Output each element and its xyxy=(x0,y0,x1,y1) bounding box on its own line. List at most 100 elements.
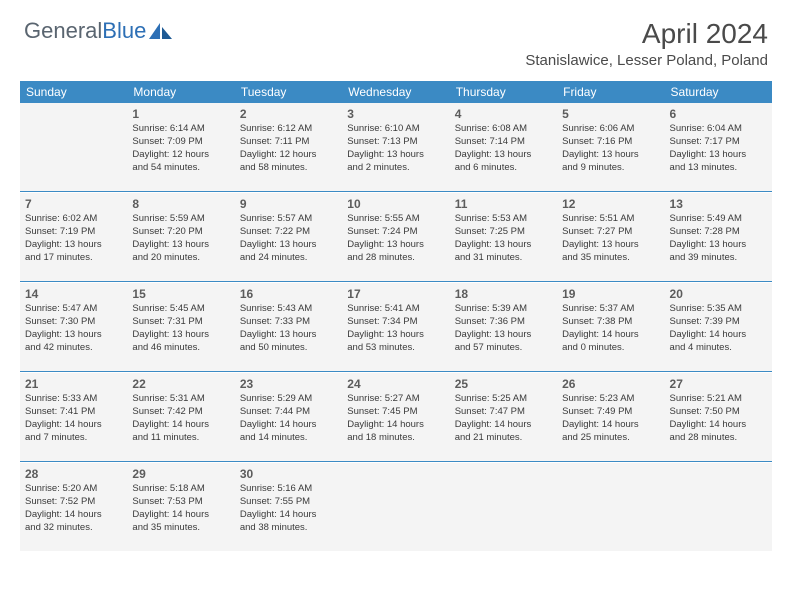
sunset-text: Sunset: 7:33 PM xyxy=(240,316,337,329)
day-cell: 5Sunrise: 6:06 AMSunset: 7:16 PMDaylight… xyxy=(557,103,664,191)
sunrise-text: Sunrise: 5:51 AM xyxy=(562,213,659,226)
sunrise-text: Sunrise: 5:49 AM xyxy=(670,213,767,226)
daylight-text: Daylight: 14 hours xyxy=(670,419,767,432)
daylight-text: Daylight: 14 hours xyxy=(670,329,767,342)
day-cell: 12Sunrise: 5:51 AMSunset: 7:27 PMDayligh… xyxy=(557,193,664,281)
week-row: 7Sunrise: 6:02 AMSunset: 7:19 PMDaylight… xyxy=(20,193,772,281)
col-friday: Friday xyxy=(557,81,664,103)
week-row: 28Sunrise: 5:20 AMSunset: 7:52 PMDayligh… xyxy=(20,463,772,551)
sunset-text: Sunset: 7:45 PM xyxy=(347,406,444,419)
day-cell: 30Sunrise: 5:16 AMSunset: 7:55 PMDayligh… xyxy=(235,463,342,551)
daylight-text: Daylight: 13 hours xyxy=(455,329,552,342)
calendar-table: Sunday Monday Tuesday Wednesday Thursday… xyxy=(20,81,772,551)
daylight-text: and 18 minutes. xyxy=(347,432,444,445)
daylight-text: and 17 minutes. xyxy=(25,252,122,265)
daylight-text: Daylight: 13 hours xyxy=(347,329,444,342)
daylight-text: and 38 minutes. xyxy=(240,522,337,535)
day-cell: 24Sunrise: 5:27 AMSunset: 7:45 PMDayligh… xyxy=(342,373,449,461)
sunset-text: Sunset: 7:13 PM xyxy=(347,136,444,149)
empty-cell xyxy=(665,463,772,551)
day-cell: 17Sunrise: 5:41 AMSunset: 7:34 PMDayligh… xyxy=(342,283,449,371)
daylight-text: Daylight: 14 hours xyxy=(240,419,337,432)
day-cell: 26Sunrise: 5:23 AMSunset: 7:49 PMDayligh… xyxy=(557,373,664,461)
day-number: 1 xyxy=(132,106,229,122)
day-cell: 13Sunrise: 5:49 AMSunset: 7:28 PMDayligh… xyxy=(665,193,772,281)
week-row: 14Sunrise: 5:47 AMSunset: 7:30 PM Dayligh… xyxy=(20,283,772,371)
daylight-text: Daylight: 13 hours xyxy=(455,149,552,162)
daylight-text: and 11 minutes. xyxy=(132,432,229,445)
sunset-text: Sunset: 7:53 PM xyxy=(132,496,229,509)
daylight-text: Daylight: 14 hours xyxy=(240,509,337,522)
day-cell: 15Sunrise: 5:45 AMSunset: 7:31 PMDayligh… xyxy=(127,283,234,371)
day-number: 6 xyxy=(670,106,767,122)
daylight-text: and 32 minutes. xyxy=(25,522,122,535)
daylight-text: and 28 minutes. xyxy=(670,432,767,445)
daylight-text: and 0 minutes. xyxy=(562,342,659,355)
day-number: 8 xyxy=(132,196,229,212)
sunrise-text: Sunrise: 5:43 AM xyxy=(240,303,337,316)
sunrise-text: Sunrise: 5:37 AM xyxy=(562,303,659,316)
day-number: 19 xyxy=(562,286,659,302)
daylight-text: and 46 minutes. xyxy=(132,342,229,355)
day-cell: 22Sunrise: 5:31 AMSunset: 7:42 PMDayligh… xyxy=(127,373,234,461)
sunrise-text: Sunrise: 5:47 AM xyxy=(25,303,122,316)
empty-cell xyxy=(342,463,449,551)
day-cell: 18Sunrise: 5:39 AMSunset: 7:36 PMDayligh… xyxy=(450,283,557,371)
daylight-text: and 2 minutes. xyxy=(347,162,444,175)
col-sunday: Sunday xyxy=(20,81,127,103)
sunrise-text: Sunrise: 5:59 AM xyxy=(132,213,229,226)
sunrise-text: Sunrise: 5:16 AM xyxy=(240,483,337,496)
sunset-text: Sunset: 7:28 PM xyxy=(670,226,767,239)
daylight-text: Daylight: 14 hours xyxy=(25,509,122,522)
daylight-text: Daylight: 13 hours xyxy=(670,239,767,252)
daylight-text: Daylight: 13 hours xyxy=(240,329,337,342)
day-number: 20 xyxy=(670,286,767,302)
daylight-text: and 54 minutes. xyxy=(132,162,229,175)
sunrise-text: Sunrise: 6:14 AM xyxy=(132,123,229,136)
col-thursday: Thursday xyxy=(450,81,557,103)
day-cell: 20Sunrise: 5:35 AMSunset: 7:39 PMDayligh… xyxy=(665,283,772,371)
daylight-text: Daylight: 13 hours xyxy=(562,149,659,162)
sunrise-text: Sunrise: 5:55 AM xyxy=(347,213,444,226)
sunrise-text: Sunrise: 5:35 AM xyxy=(670,303,767,316)
sunrise-text: Sunrise: 5:33 AM xyxy=(25,393,122,406)
daylight-text: and 21 minutes. xyxy=(455,432,552,445)
day-number: 13 xyxy=(670,196,767,212)
col-monday: Monday xyxy=(127,81,234,103)
day-number: 14 xyxy=(25,286,122,302)
day-cell: 11Sunrise: 5:53 AMSunset: 7:25 PMDayligh… xyxy=(450,193,557,281)
day-number: 25 xyxy=(455,376,552,392)
sunset-text: Sunset: 7:14 PM xyxy=(455,136,552,149)
day-cell: 1Sunrise: 6:14 AMSunset: 7:09 PMDaylight… xyxy=(127,103,234,191)
daylight-text: and 6 minutes. xyxy=(455,162,552,175)
daylight-text: and 28 minutes. xyxy=(347,252,444,265)
sunset-text: Sunset: 7:09 PM xyxy=(132,136,229,149)
day-number: 29 xyxy=(132,466,229,482)
day-cell: 7Sunrise: 6:02 AMSunset: 7:19 PMDaylight… xyxy=(20,193,127,281)
sunset-text: Sunset: 7:47 PM xyxy=(455,406,552,419)
daylight-text: Daylight: 13 hours xyxy=(240,239,337,252)
daylight-text: Daylight: 12 hours xyxy=(240,149,337,162)
sunrise-text: Sunrise: 5:39 AM xyxy=(455,303,552,316)
sunset-text: Sunset: 7:44 PM xyxy=(240,406,337,419)
day-number: 22 xyxy=(132,376,229,392)
daylight-text: Daylight: 14 hours xyxy=(132,509,229,522)
day-number: 30 xyxy=(240,466,337,482)
header: GeneralBlue April 2024 Stanislawice, Les… xyxy=(0,0,792,75)
sunrise-text: Sunrise: 5:41 AM xyxy=(347,303,444,316)
logo: GeneralBlue xyxy=(24,18,174,44)
sunset-text: Sunset: 7:30 PM xyxy=(25,316,122,329)
sunrise-text: Sunrise: 5:21 AM xyxy=(670,393,767,406)
day-cell: 14Sunrise: 5:47 AMSunset: 7:30 PMDayligh… xyxy=(20,283,127,371)
daylight-text: and 58 minutes. xyxy=(240,162,337,175)
sunrise-text: Sunrise: 6:04 AM xyxy=(670,123,767,136)
sunset-text: Sunset: 7:22 PM xyxy=(240,226,337,239)
sunset-text: Sunset: 7:16 PM xyxy=(562,136,659,149)
daylight-text: and 7 minutes. xyxy=(25,432,122,445)
daylight-text: and 25 minutes. xyxy=(562,432,659,445)
daylight-text: Daylight: 14 hours xyxy=(25,419,122,432)
day-number: 26 xyxy=(562,376,659,392)
daylight-text: and 31 minutes. xyxy=(455,252,552,265)
sunrise-text: Sunrise: 6:02 AM xyxy=(25,213,122,226)
day-number: 23 xyxy=(240,376,337,392)
